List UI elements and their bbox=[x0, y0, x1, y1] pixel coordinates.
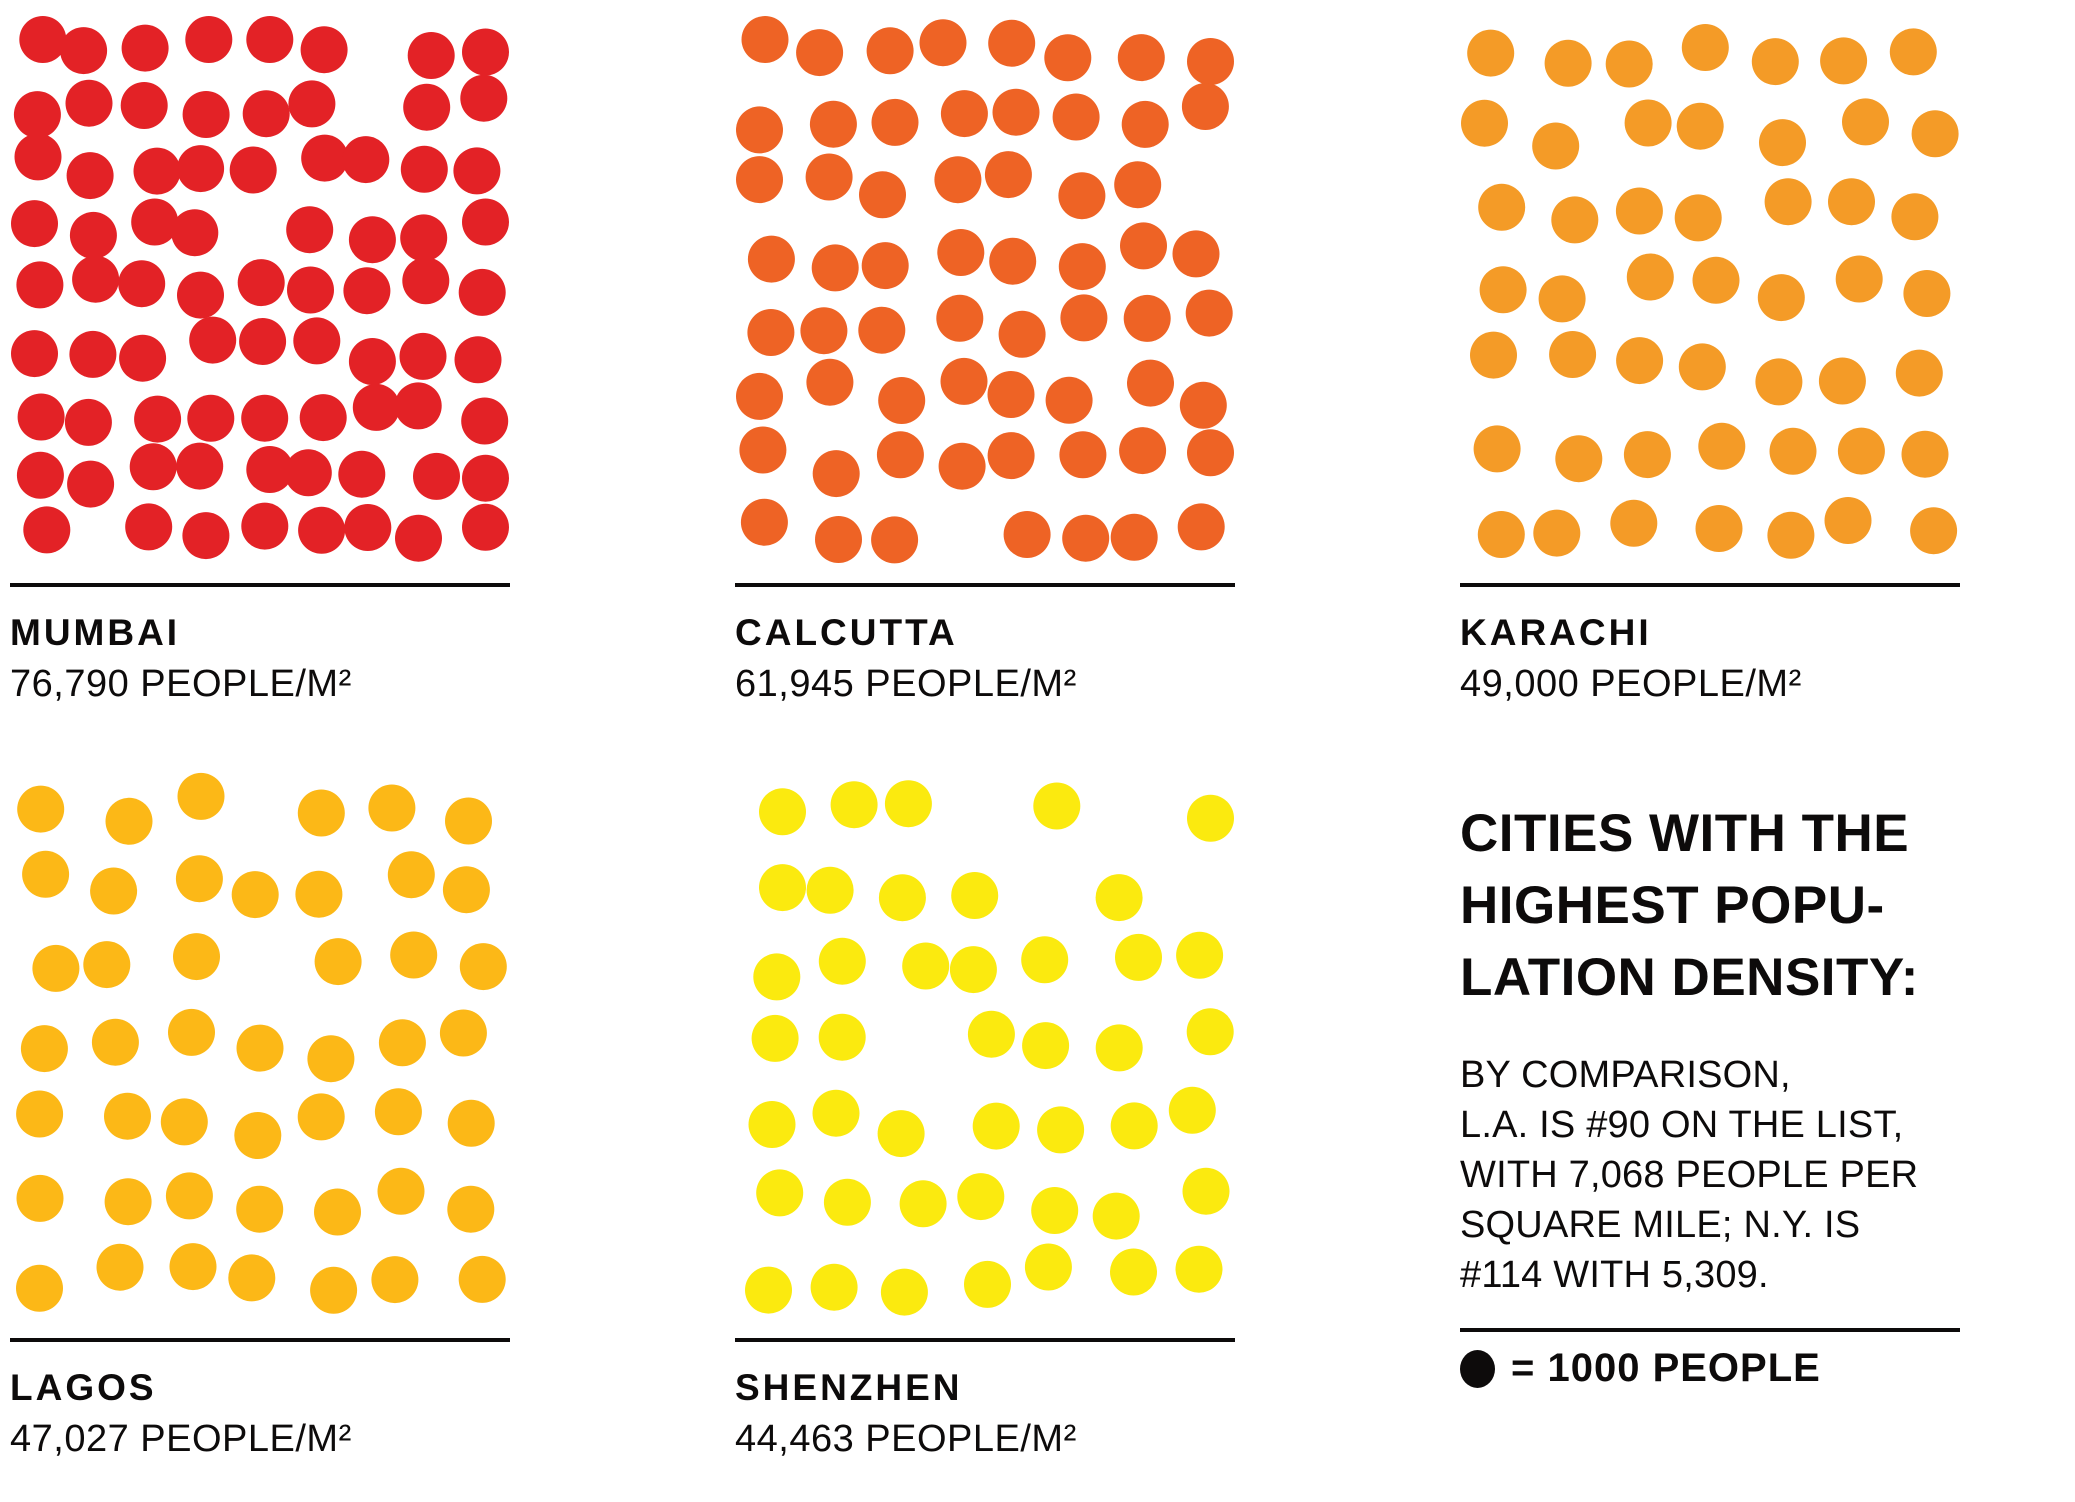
city-name-calcutta: CALCUTTA bbox=[735, 612, 958, 653]
info-block: CITIES WITH THE HIGHEST POPU- LATION DENSI… bbox=[1460, 798, 1972, 1391]
city-density-mumbai: 76,790 PEOPLE/M² bbox=[10, 662, 352, 705]
panel-rule bbox=[735, 1338, 1235, 1342]
city-density-karachi: 49,000 PEOPLE/M² bbox=[1460, 662, 1802, 705]
legend-dot-icon bbox=[1460, 1349, 1495, 1388]
city-name-mumbai: MUMBAI bbox=[10, 612, 181, 653]
legend: = 1000 PEOPLE bbox=[1460, 1346, 1972, 1391]
city-name-lagos: LAGOS bbox=[10, 1367, 157, 1408]
panel-rule bbox=[10, 583, 510, 587]
panel-rule bbox=[10, 1338, 510, 1342]
dot-matrix-lagos bbox=[16, 772, 507, 1314]
dot-matrix-karachi bbox=[1461, 24, 1959, 559]
panel-rule bbox=[1460, 583, 1960, 587]
city-panel-mumbai: MUMBAI 76,790 PEOPLE/M² bbox=[10, 15, 515, 705]
legend-rule bbox=[1460, 1328, 1960, 1332]
city-panel-shenzhen: SHENZHEN 44,463 PEOPLE/M² bbox=[735, 770, 1240, 1460]
dot-matrix-mumbai bbox=[11, 16, 509, 562]
dot-matrix-calcutta bbox=[736, 16, 1234, 564]
city-panel-karachi: KARACHI 49,000 PEOPLE/M² bbox=[1460, 15, 1965, 705]
panel-rule bbox=[735, 583, 1235, 587]
dot-matrix-shenzhen bbox=[745, 780, 1234, 1316]
city-name-shenzhen: SHENZHEN bbox=[735, 1367, 963, 1408]
city-panel-calcutta: CALCUTTA 61,945 PEOPLE/M² bbox=[735, 15, 1240, 705]
legend-label: = 1000 PEOPLE bbox=[1511, 1346, 1821, 1390]
comparison-note: BY COMPARISON, L.A. IS #90 ON THE LIST, WI… bbox=[1460, 1054, 1919, 1296]
city-density-shenzhen: 44,463 PEOPLE/M² bbox=[735, 1417, 1077, 1460]
chart-title: CITIES WITH THE HIGHEST POPU- LATION DENSI… bbox=[1460, 804, 1919, 1007]
city-panel-lagos: LAGOS 47,027 PEOPLE/M² bbox=[10, 770, 515, 1460]
city-density-lagos: 47,027 PEOPLE/M² bbox=[10, 1417, 352, 1460]
city-density-calcutta: 61,945 PEOPLE/M² bbox=[735, 662, 1077, 705]
city-name-karachi: KARACHI bbox=[1460, 612, 1652, 653]
